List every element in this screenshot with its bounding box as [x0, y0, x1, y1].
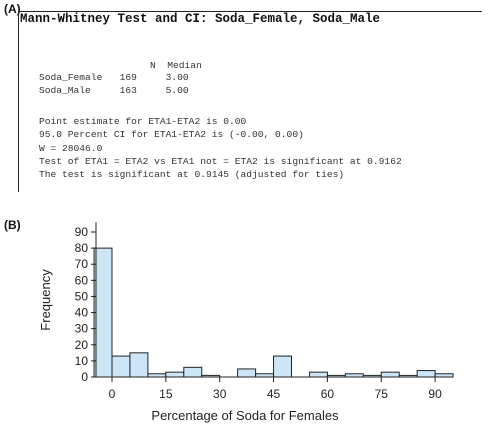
y-tick-label: 50 [75, 289, 89, 303]
histogram-bar [111, 355, 131, 378]
table-header: N Median [150, 60, 202, 71]
x-tick-label: 30 [213, 387, 227, 401]
y-tick-label: 40 [75, 306, 89, 320]
significance-line: Test of ETA1 = ETA2 vs ETA1 not = ETA2 i… [39, 156, 402, 167]
x-tick-label: 15 [159, 387, 173, 401]
histogram-bar [93, 247, 113, 378]
y-tick-label: 80 [75, 241, 89, 255]
histogram-bar [237, 368, 257, 378]
x-tick-label: 0 [109, 387, 116, 401]
session-output-box [18, 11, 482, 192]
panel-a-label: (A) [4, 2, 21, 16]
histogram-bar [308, 371, 328, 378]
histogram-bar [129, 352, 149, 378]
x-tick-label: 60 [321, 387, 335, 401]
x-axis-ticks: 0 15 30 45 60 75 90 [109, 377, 442, 401]
histogram-bars [93, 247, 454, 378]
x-tick-label: 90 [428, 387, 442, 401]
point-estimate-line: Point estimate for ETA1-ETA2 is 0.00 [39, 116, 247, 127]
x-tick-label: 75 [375, 387, 389, 401]
y-axis-ticks: 0 10 20 30 40 50 60 70 80 90 [75, 225, 96, 384]
y-tick-label: 60 [75, 273, 89, 287]
histogram-bar [273, 355, 292, 378]
histogram-bar [434, 373, 454, 378]
table-row-female: Soda_Female 169 3.00 [39, 72, 189, 83]
x-tick-label: 45 [267, 387, 281, 401]
y-tick-label: 30 [75, 322, 89, 336]
w-statistic-line: W = 28046.0 [39, 143, 103, 154]
ci-line: 95.0 Percent CI for ETA1-ETA2 is (-0.00,… [39, 129, 304, 140]
histogram-bar [416, 370, 436, 378]
histogram-bar [183, 366, 203, 378]
y-tick-label: 70 [75, 257, 89, 271]
table-row-male: Soda_Male 163 5.00 [39, 85, 189, 96]
histogram-bar [165, 371, 185, 378]
y-tick-label: 20 [75, 338, 89, 352]
histogram-bar [380, 371, 400, 378]
y-tick-label: 90 [75, 225, 89, 239]
y-tick-label: 10 [75, 354, 89, 368]
ties-adjusted-line: The test is significant at 0.9145 (adjus… [39, 169, 345, 180]
histogram-bar [398, 374, 418, 378]
test-title: Mann-Whitney Test and CI: Soda_Female, S… [20, 12, 381, 26]
y-axis-label: Frequency [38, 269, 53, 331]
panel-b-label: (B) [4, 218, 21, 232]
y-tick-label: 0 [81, 370, 88, 384]
x-axis-label: Percentage of Soda for Females [151, 408, 339, 423]
